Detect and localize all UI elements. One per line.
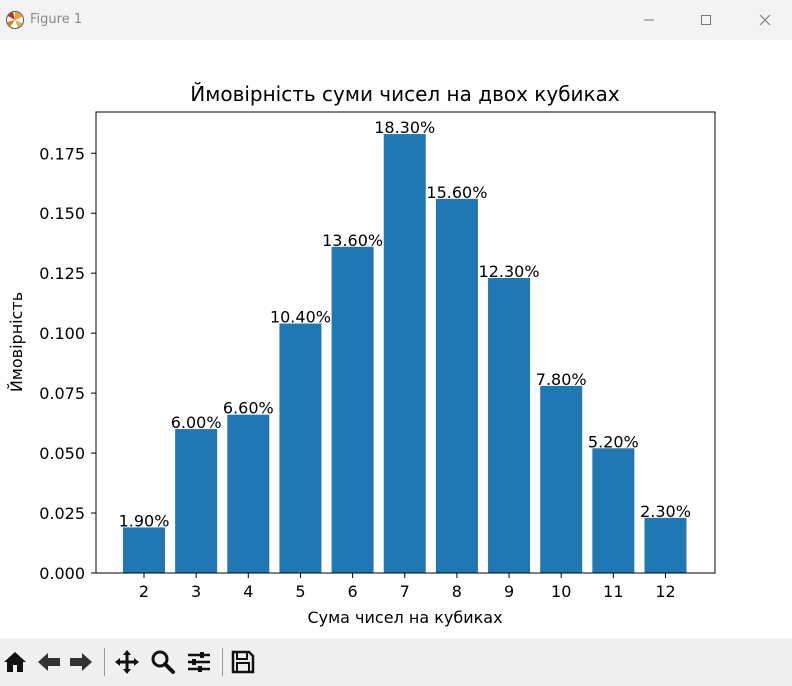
bar: [331, 246, 374, 573]
configure-subplots-icon: [188, 652, 210, 672]
y-tick-label: 0.150: [39, 204, 85, 223]
bar: [488, 277, 531, 573]
save-button[interactable]: [228, 646, 258, 678]
y-tick-label: 0.125: [39, 264, 85, 283]
bar-value-label: 12.30%: [479, 262, 540, 281]
figure-canvas[interactable]: Ймовірність суми чисел на двох кубиках 1…: [0, 40, 792, 638]
zoom-icon: [151, 650, 175, 674]
bar: [123, 527, 165, 573]
x-axis-label: Сума чисел на кубиках: [307, 608, 502, 627]
y-tick-label: 0.100: [39, 324, 85, 343]
bar: [435, 198, 478, 573]
configure-subplots-button[interactable]: [184, 646, 214, 678]
back-arrow-icon: [38, 653, 60, 671]
home-icon: [4, 652, 26, 672]
pan-button[interactable]: [112, 646, 142, 678]
bar-value-label: 6.60%: [223, 399, 274, 418]
x-tick-label: 3: [191, 582, 201, 601]
save-icon: [231, 650, 255, 674]
bar-value-label: 7.80%: [536, 370, 587, 389]
bar-value-label: 5.20%: [588, 432, 639, 451]
maximize-button[interactable]: [684, 6, 728, 34]
forward-button[interactable]: [66, 646, 96, 678]
bar: [540, 385, 583, 573]
toolbar-separator: [222, 648, 223, 676]
x-tick-label: 10: [551, 582, 571, 601]
bar-value-label: 10.40%: [270, 308, 331, 327]
zoom-button[interactable]: [148, 646, 178, 678]
x-tick-label: 6: [348, 582, 358, 601]
x-tick-label: 12: [655, 582, 675, 601]
forward-arrow-icon: [70, 653, 92, 671]
y-tick-label: 0.000: [39, 564, 85, 583]
y-tick-label: 0.075: [39, 384, 85, 403]
bar: [227, 414, 270, 573]
bar-value-label: 18.30%: [374, 118, 435, 137]
bar-chart: Ймовірність суми чисел на двох кубиках 1…: [7, 82, 716, 627]
close-button[interactable]: [743, 6, 787, 34]
toolbar-separator: [104, 648, 105, 676]
x-tick-label: 7: [400, 582, 410, 601]
home-button[interactable]: [0, 646, 30, 678]
close-icon: [759, 14, 771, 26]
chart-title: Ймовірність суми чисел на двох кубиках: [190, 82, 620, 106]
window-titlebar: Figure 1: [0, 0, 792, 40]
bar: [383, 134, 426, 573]
bar-value-label: 2.30%: [640, 502, 691, 521]
x-tick-label: 9: [504, 582, 514, 601]
minimize-icon: [644, 19, 654, 21]
navigation-toolbar: [0, 638, 792, 686]
bar: [175, 429, 218, 573]
maximize-icon: [701, 15, 711, 25]
y-tick-label: 0.050: [39, 444, 85, 463]
bar-value-label: 15.60%: [426, 183, 487, 202]
bar-value-label: 6.00%: [171, 413, 222, 432]
y-tick-label: 0.175: [39, 144, 85, 163]
x-tick-label: 4: [243, 582, 253, 601]
bar: [644, 517, 687, 573]
x-tick-label: 11: [603, 582, 623, 601]
axes-frame: [95, 111, 716, 574]
back-button[interactable]: [34, 646, 64, 678]
pan-icon: [115, 650, 139, 674]
y-tick-label: 0.025: [39, 504, 85, 523]
x-tick-label: 5: [295, 582, 305, 601]
x-tick-label: 2: [139, 582, 149, 601]
x-tick-label: 8: [452, 582, 462, 601]
bar-value-label: 1.90%: [119, 511, 170, 530]
matplotlib-app-icon: [6, 11, 24, 29]
minimize-button[interactable]: [627, 6, 671, 34]
bar-value-label: 13.60%: [322, 231, 383, 250]
window-title: Figure 1: [30, 12, 83, 27]
bar: [279, 323, 322, 573]
y-axis-label: Ймовірність: [7, 292, 26, 392]
bar: [592, 448, 635, 573]
